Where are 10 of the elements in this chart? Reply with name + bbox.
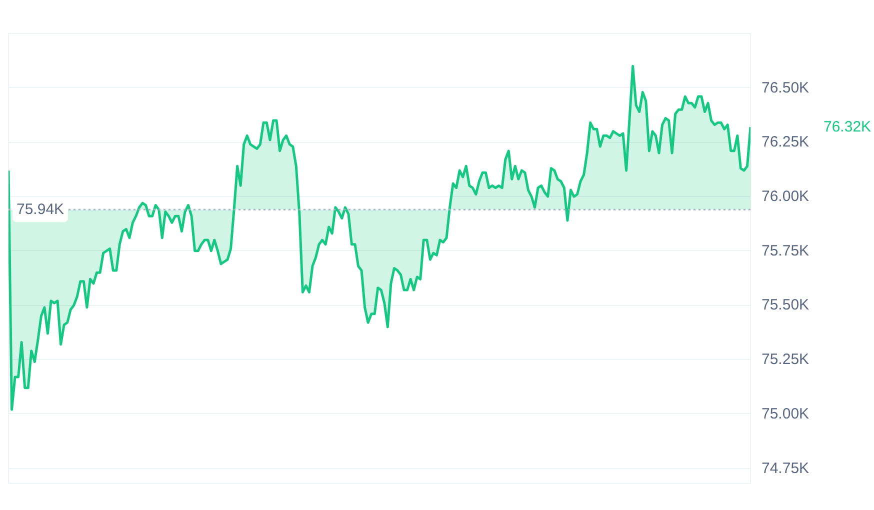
y-tick-label: 75.75K xyxy=(762,242,810,260)
y-tick-label: 76.00K xyxy=(762,188,810,206)
ref-line-label: 75.94K xyxy=(16,201,64,218)
y-tick-label: 75.50K xyxy=(762,296,810,314)
y-tick-label: 76.50K xyxy=(762,79,810,96)
text: 76.32K xyxy=(824,118,872,136)
y-tick-label: 75.00K xyxy=(762,405,810,422)
y-tick-label: 75.25K xyxy=(762,351,810,368)
y-tick-label: 76.25K xyxy=(762,134,810,151)
y-tick-label: 74.75K xyxy=(762,460,810,477)
